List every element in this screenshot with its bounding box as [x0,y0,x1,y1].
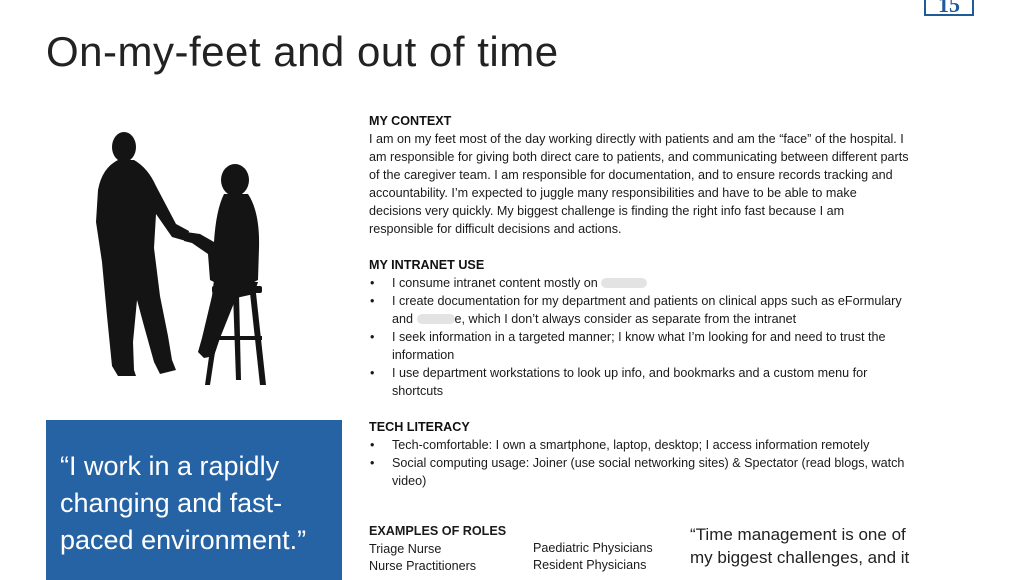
roles-column-2: Paediatric Physicians Resident Physician… [533,540,653,574]
persona-details: MY CONTEXT I am on my feet most of the d… [369,112,909,508]
tech-heading: TECH LITERACY [369,420,470,434]
context-heading: MY CONTEXT [369,114,452,128]
list-item: I consume intranet content mostly on [369,274,909,292]
tech-section: TECH LITERACY Tech-comfortable: I own a … [369,418,909,490]
roles-heading: EXAMPLES OF ROLES [369,524,507,538]
context-text: I am on my feet most of the day working … [369,132,909,236]
intranet-heading: MY INTRANET USE [369,258,485,272]
list-item: Social computing usage: Joiner (use soci… [369,454,909,490]
list-item: I seek information in a targeted manner;… [369,328,909,364]
role-item: Nurse Practitioners [369,559,477,573]
intranet-item-text: I consume intranet content mostly on [392,276,602,290]
list-item: I use department workstations to look up… [369,364,909,400]
role-item: Triage Nurse [369,542,442,556]
pull-quote: “I work in a rapidly changing and fast-p… [60,451,307,555]
redacted-text [416,314,455,324]
intranet-item-text: I create documentation for my department… [392,294,902,326]
intranet-item-text: e, which I don’t always consider as sepa… [454,312,797,326]
list-item: I create documentation for my department… [369,292,909,328]
pull-quote-box: “I work in a rapidly changing and fast-p… [46,420,342,580]
caregiver-patient-silhouette [96,132,266,385]
list-item: Tech-comfortable: I own a smartphone, la… [369,436,909,454]
page-title: On-my-feet and out of time [46,28,559,75]
context-section: MY CONTEXT I am on my feet most of the d… [369,112,909,238]
page-number: 15 [924,0,974,17]
role-item: Resident Physicians [533,558,647,572]
redacted-text [601,278,648,288]
side-quote: “Time management is one of my biggest ch… [690,525,910,567]
intranet-section: MY INTRANET USE I consume intranet conte… [369,256,909,400]
role-item: Paediatric Physicians [533,541,653,555]
roles-column-1: Triage Nurse Nurse Practitioners [369,541,476,575]
